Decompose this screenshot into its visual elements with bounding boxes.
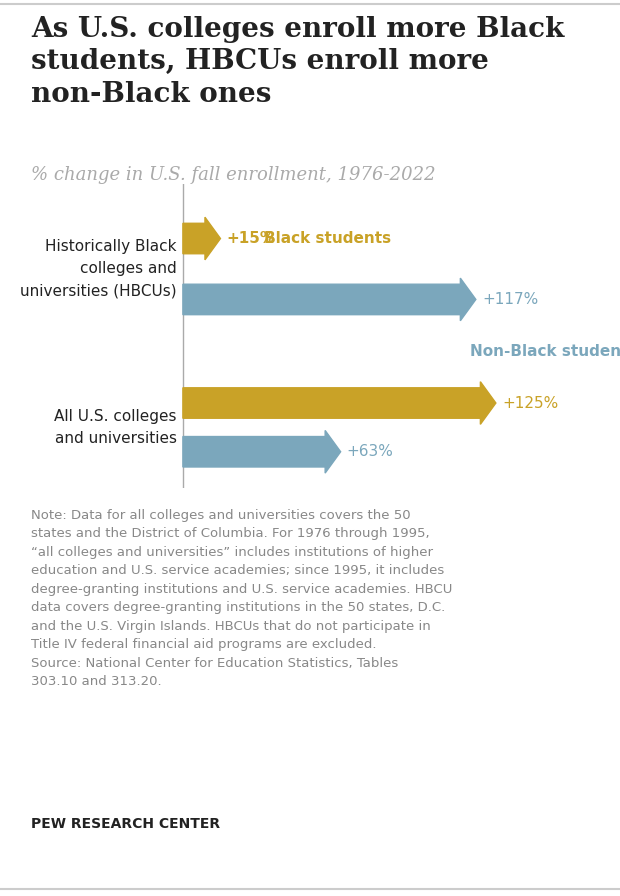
Text: PEW RESEARCH CENTER: PEW RESEARCH CENTER — [31, 817, 220, 831]
Text: All U.S. colleges
and universities: All U.S. colleges and universities — [54, 409, 177, 446]
FancyArrow shape — [183, 278, 476, 321]
Text: +125%: +125% — [502, 395, 559, 410]
Text: % change in U.S. fall enrollment, 1976-2022: % change in U.S. fall enrollment, 1976-2… — [31, 166, 436, 184]
Text: Non-Black students: Non-Black students — [469, 344, 620, 358]
FancyArrow shape — [183, 217, 221, 260]
Text: +15%: +15% — [227, 231, 276, 246]
Text: Note: Data for all colleges and universities covers the 50
states and the Distri: Note: Data for all colleges and universi… — [31, 509, 453, 688]
Text: +117%: +117% — [482, 292, 538, 307]
FancyArrow shape — [183, 382, 496, 425]
FancyArrow shape — [183, 430, 340, 473]
Text: Historically Black
colleges and
universities (HBCUs): Historically Black colleges and universi… — [20, 239, 177, 298]
Text: As U.S. colleges enroll more Black
students, HBCUs enroll more
non-Black ones: As U.S. colleges enroll more Black stude… — [31, 16, 564, 108]
Text: +63%: +63% — [347, 444, 394, 460]
Text: Black students: Black students — [264, 231, 391, 246]
